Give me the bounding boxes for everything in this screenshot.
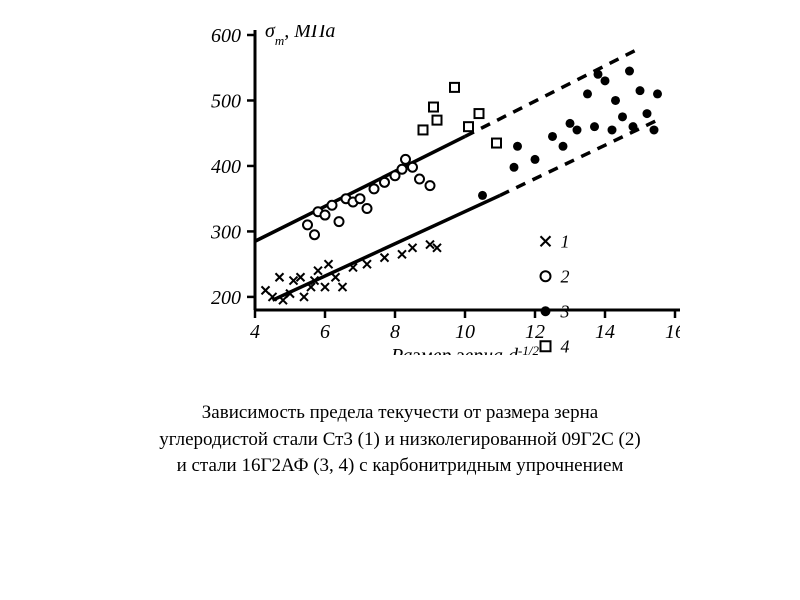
- svg-text:4: 4: [250, 321, 260, 343]
- svg-text:600: 600: [211, 25, 241, 47]
- svg-text:Размер зерна d-1/2: Размер зерна d-1/2: [390, 343, 539, 356]
- svg-text:12: 12: [525, 321, 545, 343]
- svg-text:10: 10: [455, 321, 475, 343]
- svg-text:8: 8: [390, 321, 400, 343]
- chart-container: 200300400500600σт, МПа46810121416Размер …: [180, 25, 680, 360]
- svg-text:4: 4: [561, 336, 570, 355]
- svg-text:300: 300: [210, 221, 241, 243]
- series-3: [478, 67, 662, 200]
- svg-text:500: 500: [211, 90, 241, 112]
- svg-text:6: 6: [320, 321, 330, 343]
- caption-line-1: Зависимость предела текучести от размера…: [202, 402, 598, 423]
- svg-text:400: 400: [211, 156, 241, 178]
- svg-text:1: 1: [561, 231, 570, 251]
- series-1: [262, 241, 442, 305]
- series-2: [303, 155, 435, 239]
- svg-text:16: 16: [665, 321, 680, 343]
- svg-text:2: 2: [561, 266, 570, 286]
- svg-text:3: 3: [560, 301, 570, 321]
- figure-caption: Зависимость предела текучести от размера…: [159, 400, 640, 480]
- svg-text:σт, МПа: σт, МПа: [265, 25, 335, 48]
- caption-line-2: углеродистой стали Ст3 (1) и низколегиро…: [159, 429, 640, 450]
- yield-scatter-chart: 200300400500600σт, МПа46810121416Размер …: [180, 25, 680, 355]
- svg-text:200: 200: [211, 287, 241, 309]
- svg-text:14: 14: [595, 321, 615, 343]
- caption-line-3: и стали 16Г2АФ (3, 4) с карбонитридным у…: [177, 455, 624, 476]
